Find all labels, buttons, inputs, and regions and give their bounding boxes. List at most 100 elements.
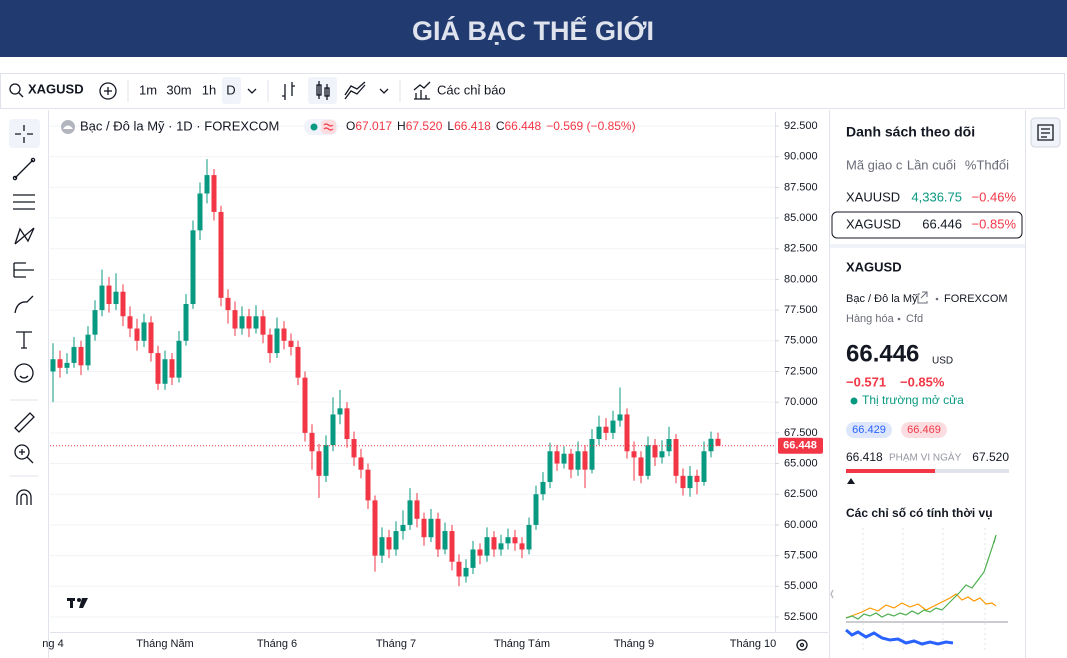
tv-logo: [67, 598, 88, 608]
indicators-icon[interactable]: [413, 81, 431, 100]
candle-body: [589, 439, 595, 470]
candle-body: [540, 481, 546, 495]
watchlist-title: Danh sách theo dõi: [846, 124, 975, 140]
row-symbol[interactable]: XAUUSD: [846, 189, 900, 204]
chart-title: Bạc / Đô la Mỹ · 1D · FOREXCOM: [80, 118, 279, 133]
candle-body: [246, 316, 252, 329]
area-style-button[interactable]: [344, 81, 366, 100]
candle-body: [638, 457, 644, 476]
interval-button[interactable]: 1h: [202, 82, 216, 97]
candle-body: [673, 439, 679, 476]
market-status: Thị trường mở cửa: [862, 393, 964, 407]
candle-body: [71, 346, 77, 363]
interval-menu[interactable]: [247, 88, 257, 94]
link-icon[interactable]: [917, 291, 928, 304]
y-tick-label: 55.000: [784, 580, 818, 592]
legend-key: O: [346, 119, 355, 133]
candles-style-button[interactable]: [316, 81, 330, 100]
candle-body: [624, 414, 630, 452]
tool-icons[interactable]: [12, 125, 36, 505]
candle-body: [463, 567, 469, 577]
symbol-button[interactable]: XAGUSD: [28, 81, 84, 96]
candle-body: [645, 445, 651, 476]
candle-body: [218, 211, 224, 298]
candle-body: [260, 316, 266, 335]
y-tick-label: 92.500: [784, 120, 818, 132]
y-tick-label: 80.000: [784, 273, 818, 285]
candle-body: [365, 469, 371, 501]
candle-body: [610, 420, 616, 433]
candle-body: [190, 230, 196, 304]
candle-body: [267, 334, 273, 354]
candle-body: [379, 537, 385, 556]
candle-body: [484, 537, 490, 556]
y-tick-label: 65.000: [784, 457, 818, 469]
x-tick-label: Tháng 6: [257, 638, 297, 650]
candle-body: [582, 451, 588, 470]
overlay: 52.500 55.000 57.500 60.000 62.500 65.000 67.5…: [42, 120, 823, 650]
ohlc-legend: O67.017 H67.520 L66.418 C66.448 −0.569 (−0.8…: [346, 119, 636, 133]
row-last: 66.446: [922, 216, 962, 231]
watchlist-icon: [1037, 124, 1054, 141]
indicators-button[interactable]: Các chỉ báo: [437, 82, 506, 97]
y-tick-label: 72.500: [784, 365, 818, 377]
range-marker: [847, 478, 855, 484]
detail-price: 66.446: [846, 340, 919, 367]
interval-button[interactable]: 1m: [139, 82, 157, 97]
search-icon[interactable]: [9, 83, 24, 98]
y-tick-label: 90.000: [784, 151, 818, 163]
candle-body: [169, 359, 175, 378]
tool-sidebar: [0, 110, 48, 658]
page-title: GIÁ BẠC THẾ GIỚI: [412, 15, 654, 46]
bars-style-button[interactable]: [282, 82, 295, 100]
style-menu[interactable]: [379, 88, 389, 94]
column-header[interactable]: %Thđổi: [965, 157, 1009, 172]
candle-body: [393, 531, 399, 550]
legend-key: C: [496, 119, 505, 133]
candle-body: [603, 426, 609, 433]
collapse-handle[interactable]: [830, 589, 834, 599]
y-tick-label: 52.500: [784, 611, 818, 623]
candle-body: [575, 451, 581, 470]
x-tick-label: Tháng Tám: [494, 638, 550, 650]
toolbar: [0, 73, 1065, 109]
legend-value: 66.418: [454, 119, 491, 133]
y-tick-label: 67.500: [784, 427, 818, 439]
bullet: [897, 317, 901, 321]
candle-body: [477, 549, 483, 556]
candle-body: [701, 451, 707, 482]
status-dot: [850, 397, 858, 405]
interval-button[interactable]: D: [226, 82, 235, 97]
legend-key: H: [397, 119, 406, 133]
column-header[interactable]: Lần cuối: [907, 157, 956, 172]
x-tick-label: Tháng 9: [614, 638, 654, 650]
column-header[interactable]: Mã giao c: [846, 157, 903, 172]
compare-button[interactable]: [99, 82, 117, 100]
candle-body: [715, 438, 721, 446]
candle-body: [659, 451, 665, 458]
y-tick-label: 75.000: [784, 335, 818, 347]
detail-category: Hàng hóa: [846, 313, 895, 325]
candles: [50, 159, 721, 587]
detail-exchange: FOREXCOM: [944, 293, 1008, 305]
candle-body: [323, 445, 329, 476]
candle-body: [197, 193, 203, 231]
interval-button[interactable]: 30m: [166, 82, 191, 97]
candle-body: [708, 438, 714, 452]
candle-body: [358, 457, 364, 470]
seasonal-chart: [845, 528, 1008, 650]
candle-body: [57, 359, 63, 368]
ask-pill: [901, 422, 947, 438]
candle-body: [337, 408, 343, 415]
settings-icon[interactable]: [796, 639, 808, 651]
candle-body: [554, 451, 560, 464]
y-tick-label: 85.000: [784, 212, 818, 224]
candle-body: [134, 328, 140, 341]
last-price-label: 66.448: [783, 440, 817, 452]
candle-body: [428, 518, 434, 538]
row-symbol[interactable]: XAGUSD: [846, 216, 901, 231]
candle-body: [687, 475, 693, 489]
candle-body: [568, 453, 574, 470]
candle-body: [344, 408, 350, 440]
